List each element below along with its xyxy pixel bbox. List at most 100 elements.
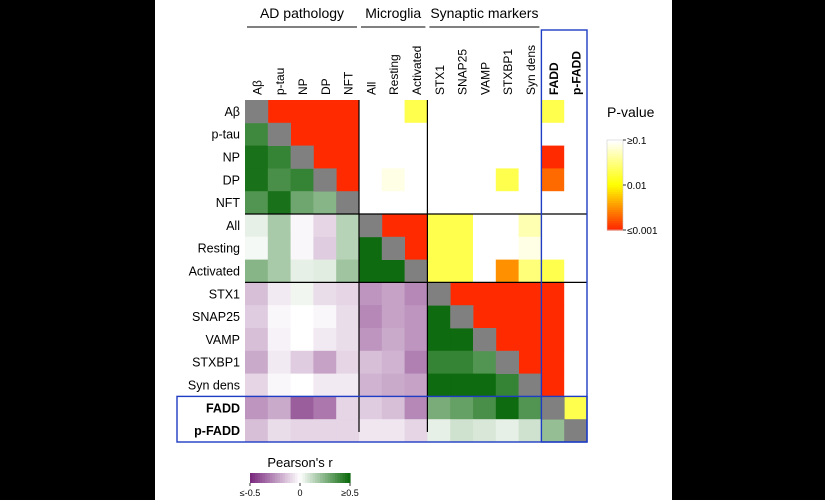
cell-r-activated-ab xyxy=(245,259,269,283)
cell-p-stx1-vamp xyxy=(473,282,497,306)
cell-p-nft-syn-dens xyxy=(518,191,542,215)
cell-p-nft-fadd xyxy=(541,191,565,215)
pearson-legend-strip-13 xyxy=(282,473,286,483)
cell-r-p-fadd-p-tau xyxy=(267,419,291,443)
col-label-stx1: STX1 xyxy=(433,65,447,95)
col-label-np: NP xyxy=(296,78,310,95)
pvalue-legend-strip-11 xyxy=(607,164,623,168)
pearson-legend-strip-4 xyxy=(260,473,264,483)
cell-p-resting-vamp xyxy=(473,236,497,260)
cell-p-all-syn-dens xyxy=(518,214,542,238)
cell-r-syn-dens-nft xyxy=(336,373,360,397)
pvalue-legend-strip-16 xyxy=(607,176,623,179)
pearson-legend-strip-31 xyxy=(327,473,331,483)
cell-r-syn-dens-dp xyxy=(313,373,337,397)
cell-p-resting-p-fadd xyxy=(564,236,588,260)
pvalue-legend-strip-35 xyxy=(607,218,623,222)
row-label-stxbp1: STXBP1 xyxy=(192,356,240,370)
cell-p-all-p-fadd xyxy=(564,214,588,238)
cell-p-resting-activated xyxy=(404,236,428,260)
pearson-legend-strip-1 xyxy=(252,473,256,483)
pearson-legend-strip-5 xyxy=(262,473,266,483)
cell-diag-p-fadd xyxy=(564,419,588,443)
cell-p-snap25-fadd xyxy=(541,305,565,329)
pvalue-legend-strip-15 xyxy=(607,173,623,177)
col-label-p-fadd: p-FADD xyxy=(570,51,584,95)
pearson-cells xyxy=(245,122,565,443)
cell-r-vamp-ab xyxy=(245,328,269,352)
col-label-fadd: FADD xyxy=(547,62,561,95)
cell-r-syn-dens-snap25 xyxy=(450,373,474,397)
cell-r-fadd-snap25 xyxy=(450,396,474,420)
cell-r-stx1-ab xyxy=(245,282,269,306)
cell-p-nft-stx1 xyxy=(427,191,451,215)
cell-r-stx1-activated xyxy=(404,282,428,306)
pearson-legend-strip-34 xyxy=(335,473,339,483)
cell-r-resting-ab xyxy=(245,236,269,260)
pearson-legend-strip-11 xyxy=(277,473,281,483)
group-label-microglia: Microglia xyxy=(365,5,421,21)
cell-r-stxbp1-resting xyxy=(381,350,405,374)
cell-r-p-fadd-snap25 xyxy=(450,419,474,443)
cell-p-vamp-p-fadd xyxy=(564,328,588,352)
pvalue-legend-label-0: ≥0.1 xyxy=(627,136,647,147)
row-label-p-fadd: p-FADD xyxy=(194,424,240,438)
pearson-legend-strip-16 xyxy=(290,473,294,483)
cell-r-activated-all xyxy=(359,259,383,283)
cell-r-stxbp1-np xyxy=(290,350,314,374)
pvalue-legend-strip-25 xyxy=(607,196,623,200)
pearson-legend-strip-15 xyxy=(287,473,291,483)
cell-p-vamp-fadd xyxy=(541,328,565,352)
pearson-legend-label-2: ≥0.5 xyxy=(341,488,358,498)
cell-r-syn-dens-vamp xyxy=(473,373,497,397)
pearson-legend-strip-22 xyxy=(305,473,309,483)
pearson-legend-strip-35 xyxy=(337,473,341,483)
cell-r-snap25-dp xyxy=(313,305,337,329)
cell-r-stxbp1-vamp xyxy=(473,350,497,374)
cell-r-vamp-activated xyxy=(404,328,428,352)
cell-r-all-nft xyxy=(336,214,360,238)
pvalue-legend-strip-0 xyxy=(607,140,623,143)
cell-r-fadd-nft xyxy=(336,396,360,420)
cell-r-fadd-syn-dens xyxy=(518,396,542,420)
pearson-legend-strip-3 xyxy=(257,473,261,483)
cell-p-p-tau-activated xyxy=(404,122,428,146)
cell-p-stx1-syn-dens xyxy=(518,282,542,306)
cell-p-activated-stx1 xyxy=(427,259,451,283)
cell-p-stxbp1-syn-dens xyxy=(518,350,542,374)
row-label-stx1: STX1 xyxy=(209,287,240,301)
cell-p-p-tau-np xyxy=(290,122,314,146)
cell-r-resting-dp xyxy=(313,236,337,260)
pearson-legend-strip-8 xyxy=(270,473,274,483)
pvalue-legend-strip-37 xyxy=(607,223,623,227)
cell-r-snap25-np xyxy=(290,305,314,329)
pvalue-legend-strip-33 xyxy=(607,214,623,218)
cell-diag-dp xyxy=(313,168,337,192)
cell-r-fadd-stx1 xyxy=(427,396,451,420)
cell-p-nft-resting xyxy=(381,191,405,215)
cell-p-p-tau-all xyxy=(359,122,383,146)
pearson-legend-strip-17 xyxy=(292,473,296,483)
cell-r-fadd-all xyxy=(359,396,383,420)
cell-p-stx1-stxbp1 xyxy=(495,282,519,306)
cell-r-fadd-resting xyxy=(381,396,405,420)
pvalue-legend-strip-12 xyxy=(607,167,623,170)
cell-p-activated-fadd xyxy=(541,259,565,283)
cell-p-ab-dp xyxy=(313,100,337,124)
cell-p-np-resting xyxy=(381,145,405,169)
cell-r-stxbp1-ab xyxy=(245,350,269,374)
col-label-nft: NFT xyxy=(342,71,356,95)
cell-p-stx1-snap25 xyxy=(450,282,474,306)
pvalue-legend: P-value ≥0.1 0.01 ≤0.001 xyxy=(606,104,658,237)
row-label-dp: DP xyxy=(223,173,240,187)
diagonal-cells xyxy=(245,100,588,443)
pearson-legend-strip-0 xyxy=(250,473,254,483)
pvalue-legend-strip-19 xyxy=(607,182,623,186)
cell-p-stx1-fadd xyxy=(541,282,565,306)
cell-r-fadd-dp xyxy=(313,396,337,420)
cell-r-p-fadd-syn-dens xyxy=(518,419,542,443)
cell-r-resting-np xyxy=(290,236,314,260)
cell-p-dp-fadd xyxy=(541,168,565,192)
cell-r-p-fadd-stx1 xyxy=(427,419,451,443)
pvalue-legend-strip-20 xyxy=(607,185,623,188)
